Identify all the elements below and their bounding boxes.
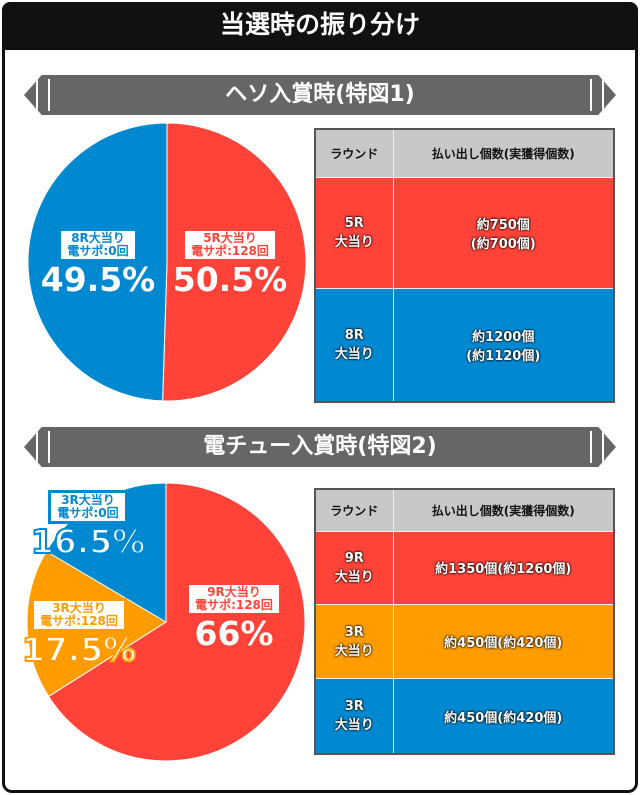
label-round: 3R大当り <box>52 601 106 615</box>
payout-table-1: ラウンド 払い出し個数(実獲得個数) 5R 大当り 約750個 (約700個) 8R 大当… <box>314 128 615 403</box>
label-densapo: 電サポ:128回 <box>195 598 273 612</box>
label-densapo: 電サポ:128回 <box>40 614 118 628</box>
label-percent: 50.5% <box>172 260 288 299</box>
round: 5R <box>344 215 364 231</box>
label-round: 8R大当り <box>71 231 125 245</box>
table-row: 3R 大当り 約450個(約420個) <box>314 678 615 755</box>
round: 3R <box>344 699 364 715</box>
round-type: 大当り <box>334 718 374 734</box>
table-row: 3R 大当り 約450個(約420個) <box>314 604 615 680</box>
label-densapo: 電サポ:128回 <box>191 244 269 258</box>
label-round: 3R大当り <box>61 493 115 507</box>
table-row: 5R 大当り 約750個 (約700個) <box>314 176 615 290</box>
label-densapo: 電サポ:0回 <box>57 506 119 520</box>
round: 9R <box>344 550 364 566</box>
label-percent: 66% <box>194 614 274 653</box>
pie1-label-5r: 5R大当り 電サポ:128回 50.5% <box>168 228 292 298</box>
round-type: 大当り <box>334 347 374 363</box>
label-round: 9R大当り <box>207 585 261 599</box>
label-round: 5R大当り <box>203 231 257 245</box>
round-type: 大当り <box>334 569 374 585</box>
table-row: 9R 大当り 約1350個(約1260個) <box>314 530 615 606</box>
payout-table-2: ラウンド 払い出し個数(実獲得個数) 9R 大当り 約1350個(約1260個) 3R… <box>314 488 615 755</box>
round: 8R <box>344 328 364 344</box>
payout-actual: (約700個) <box>470 236 536 252</box>
page-title: 当選時の振り分け <box>2 2 638 50</box>
payout: 約450個(約420個) <box>392 678 615 755</box>
payout: 約450個(約420個) <box>392 604 615 680</box>
round-type: 大当り <box>334 643 374 659</box>
header-payout: 払い出し個数(実獲得個数) <box>392 488 615 532</box>
section1-heading: ヘソ入賞時(特図1) <box>24 75 616 115</box>
header-round: ラウンド <box>314 488 394 532</box>
pie2-label-3r-0: 3R大当り 電サポ:0回 16.5% <box>28 490 148 561</box>
pie1-label-8r: 8R大当り 電サポ:0回 49.5% <box>36 228 160 298</box>
payout: 約1200個 <box>472 330 535 346</box>
payout-actual: (約1120個) <box>466 349 541 365</box>
table-row: 8R 大当り 約1200個 (約1120個) <box>314 288 615 403</box>
label-percent: 16.5% <box>30 522 147 561</box>
label-percent: 49.5% <box>40 260 156 299</box>
pie-slice-0 <box>47 482 306 762</box>
header-round: ラウンド <box>314 128 394 178</box>
header-payout: 払い出し個数(実獲得個数) <box>392 128 615 178</box>
round-type: 大当り <box>334 234 374 250</box>
payout: 約1350個(約1260個) <box>392 530 615 606</box>
label-percent: 17.5% <box>21 630 138 669</box>
round: 3R <box>344 624 364 640</box>
pie2-label-3r-128: 3R大当り 電サポ:128回 17.5% <box>14 598 144 669</box>
section2-heading: 電チュー入賞時(特図2) <box>24 427 616 467</box>
pie2-label-9r: 9R大当り 電サポ:128回 66% <box>172 582 296 652</box>
payout: 約750個 <box>476 217 530 233</box>
label-densapo: 電サポ:0回 <box>67 244 129 258</box>
